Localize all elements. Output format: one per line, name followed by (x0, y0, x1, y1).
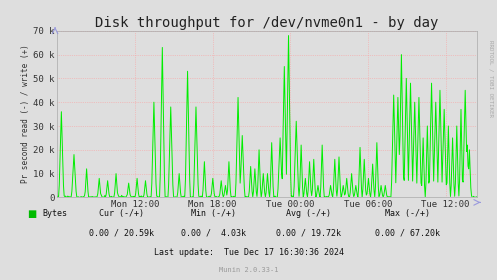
Text: Bytes: Bytes (42, 209, 67, 218)
Text: Max (-/+): Max (-/+) (385, 209, 430, 218)
Title: Disk throughput for /dev/nvme0n1 - by day: Disk throughput for /dev/nvme0n1 - by da… (95, 16, 439, 30)
Text: 0.00 / 19.72k: 0.00 / 19.72k (276, 228, 340, 237)
Text: RRDTOOL / TOBI OETIKER: RRDTOOL / TOBI OETIKER (489, 40, 494, 117)
Text: Min (-/+): Min (-/+) (191, 209, 236, 218)
Text: 0.00 / 20.59k: 0.00 / 20.59k (89, 228, 154, 237)
Text: Munin 2.0.33-1: Munin 2.0.33-1 (219, 267, 278, 272)
Y-axis label: Pr second read (-) / write (+): Pr second read (-) / write (+) (21, 45, 30, 183)
Text: 0.00 /  4.03k: 0.00 / 4.03k (181, 228, 246, 237)
Text: Last update:  Tue Dec 17 16:30:36 2024: Last update: Tue Dec 17 16:30:36 2024 (154, 248, 343, 257)
Text: Avg (-/+): Avg (-/+) (286, 209, 331, 218)
Text: Cur (-/+): Cur (-/+) (99, 209, 144, 218)
Text: ■: ■ (27, 209, 37, 219)
Text: 0.00 / 67.20k: 0.00 / 67.20k (375, 228, 440, 237)
